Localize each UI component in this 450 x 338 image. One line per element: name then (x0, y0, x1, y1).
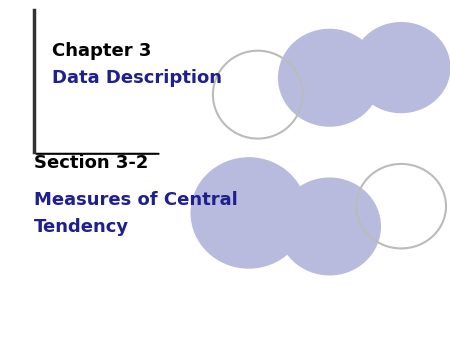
Text: Chapter 3: Chapter 3 (52, 42, 151, 60)
Ellipse shape (278, 29, 381, 127)
Ellipse shape (190, 157, 307, 269)
Text: Data Description: Data Description (52, 69, 221, 87)
Text: Tendency: Tendency (34, 218, 129, 236)
Ellipse shape (278, 177, 381, 275)
Text: Section 3-2: Section 3-2 (34, 154, 148, 172)
Text: Measures of Central: Measures of Central (34, 191, 237, 209)
Ellipse shape (352, 22, 450, 113)
